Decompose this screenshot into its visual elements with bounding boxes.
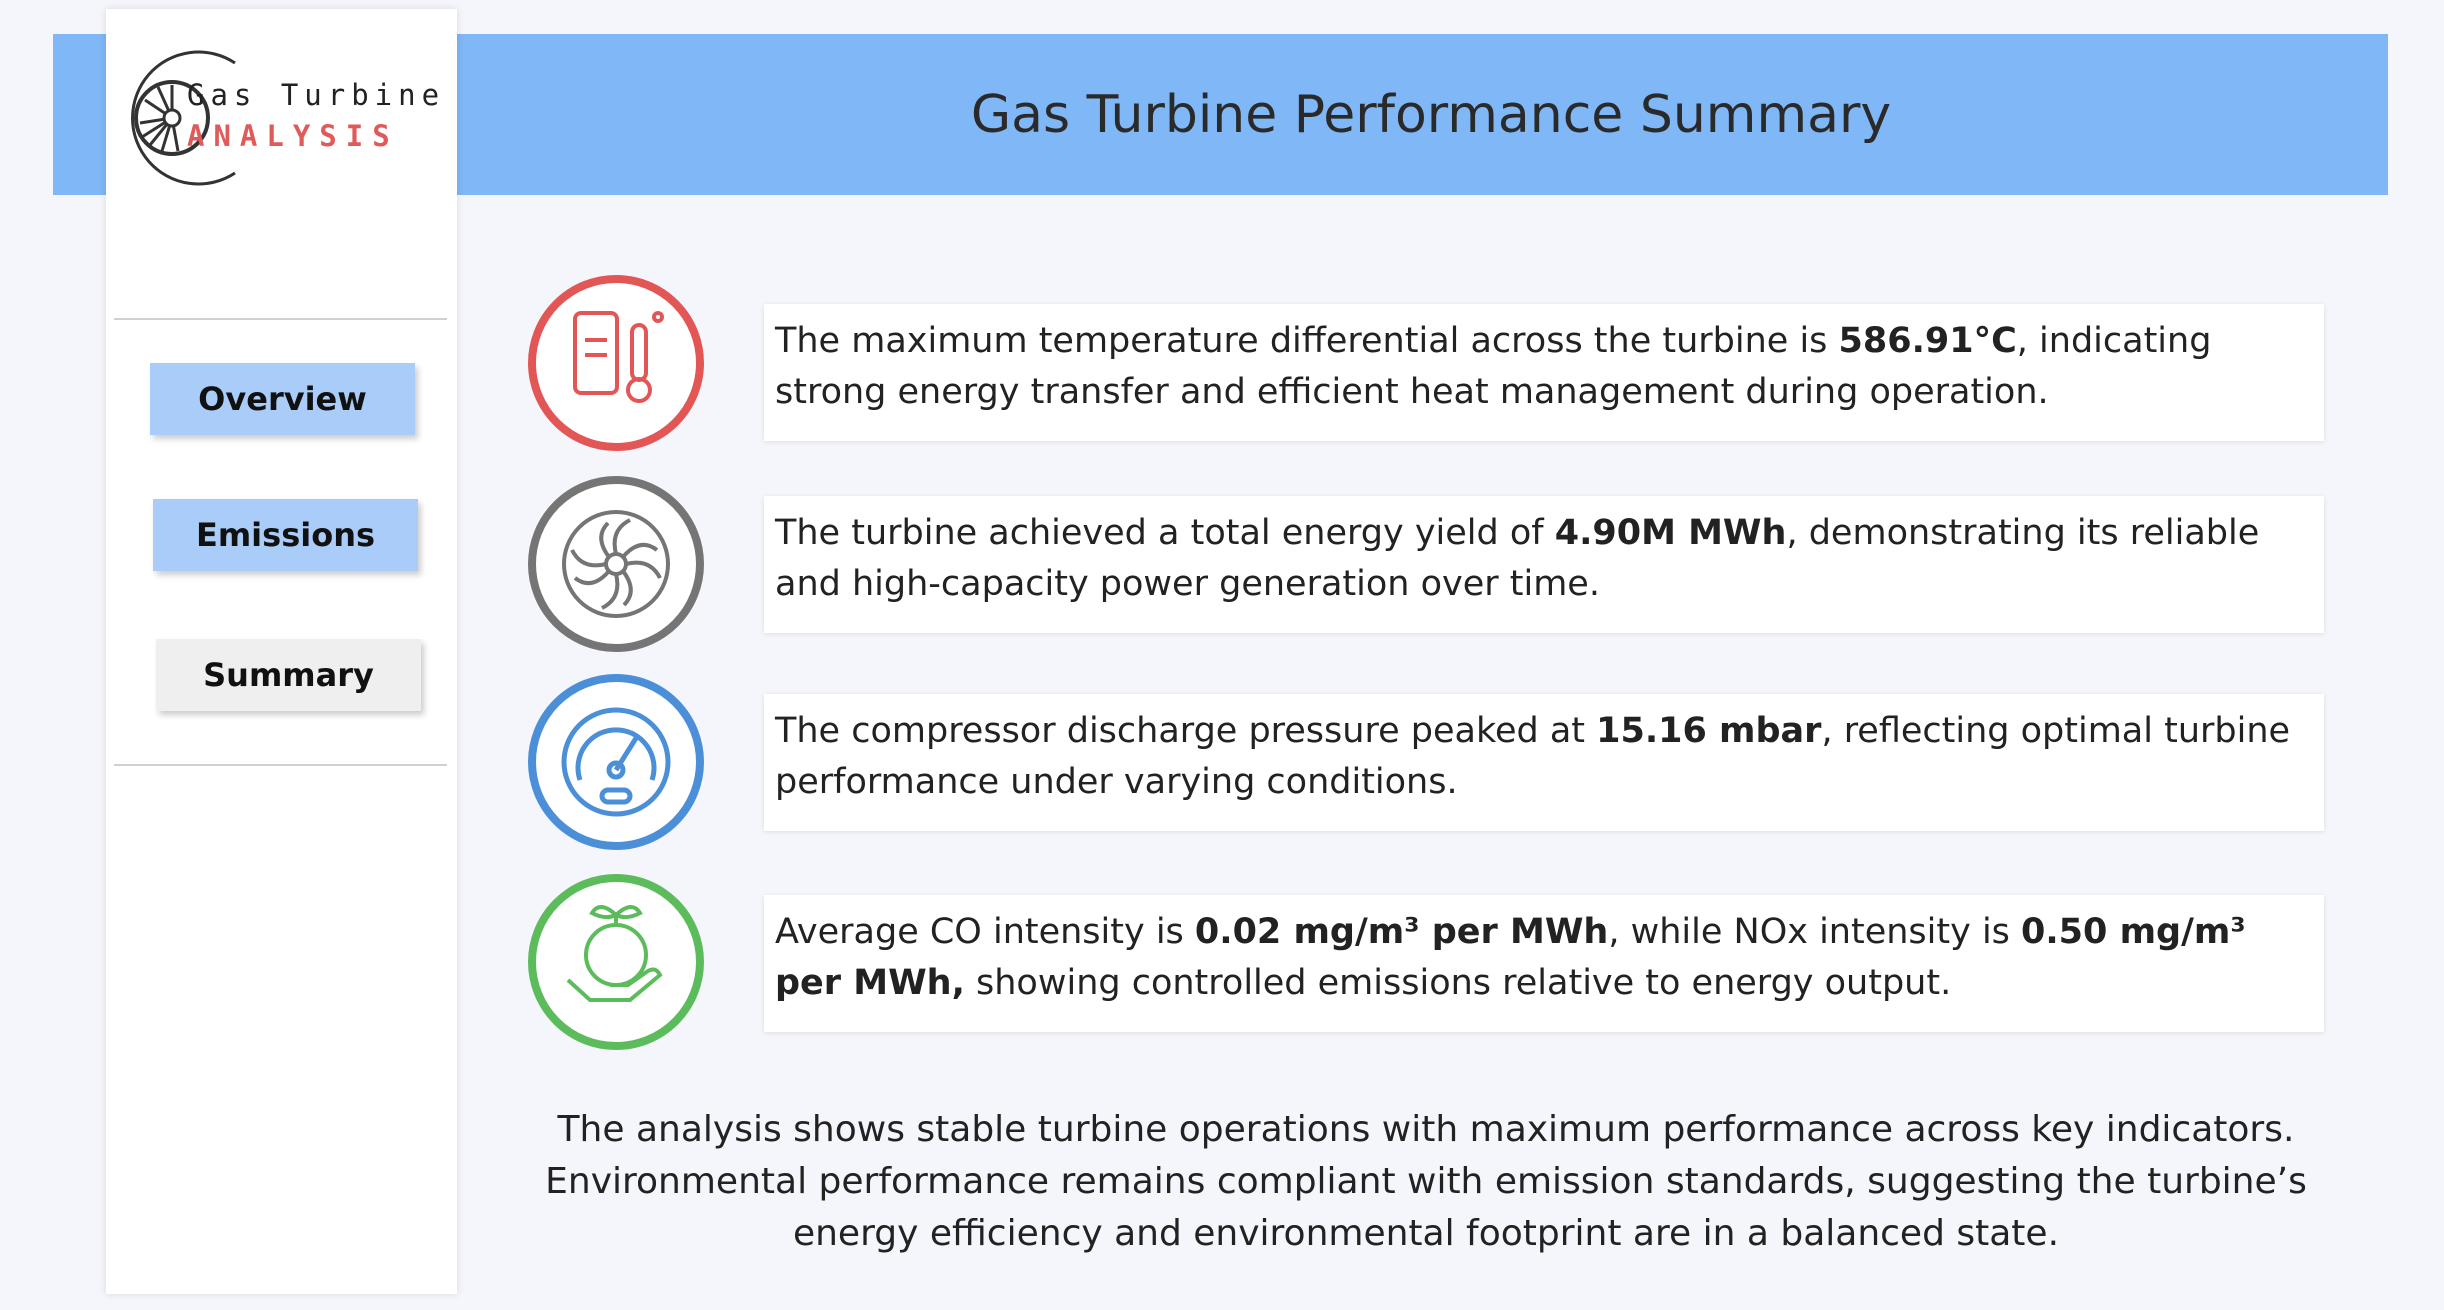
nav-button[interactable]: Emissions [153,499,418,571]
card-icons [528,275,704,1050]
card-text-part: , indicating strong energy transfer and … [775,321,2212,412]
gauge-icon [561,707,671,817]
card-highlight: 15.16 mbar [1596,711,1822,751]
logo-text: Gas Turbine [187,78,446,112]
icon-ring [528,874,704,1050]
insight-card: The maximum temperature differential acr… [764,304,2324,441]
card-text: Average CO intensity is 0.02 mg/m³ per M… [775,907,2304,1009]
icon-ring [528,476,704,652]
insight-card: Average CO intensity is 0.02 mg/m³ per M… [764,895,2324,1032]
card-text: The maximum temperature differential acr… [775,316,2304,418]
divider [114,764,447,766]
card-highlight: 4.90M MWh [1554,513,1787,553]
logo-icon [131,50,236,186]
card-text-part: Average CO intensity is [775,912,1195,952]
card-text: The compressor discharge pressure peaked… [775,706,2304,808]
card-text-part: , reflecting optimal turbine performance… [775,711,2291,802]
page-title: Gas Turbine Performance Summary [970,84,1892,145]
summary-text: The analysis shows stable turbine operat… [545,1109,2307,1254]
eco-icon [566,905,663,1002]
turbine-icon [562,510,670,618]
card-highlight: 586.91°C [1838,321,2017,361]
card-text: The turbine achieved a total energy yiel… [775,508,2304,610]
card-highlight: 0.50 mg/m³ per MWh, [775,912,2246,1003]
card-text-part: The maximum temperature differential acr… [775,321,1839,361]
card-highlight: 0.02 mg/m³ per MWh [1194,912,1609,952]
card-text-part: , demonstrating its reliable and high-ca… [775,513,2260,604]
card-text-part: showing controlled emissions relative to… [964,963,1952,1003]
insight-card: The turbine achieved a total energy yiel… [764,496,2324,633]
divider [114,318,447,320]
thermo-icon [573,311,664,403]
logo-subtext: ANALYSIS [187,119,399,153]
nav-button[interactable]: Overview [150,363,415,435]
card-text-part: The turbine achieved a total energy yiel… [775,513,1555,553]
card-text-part: The compressor discharge pressure peaked… [775,711,1597,751]
insight-card: The compressor discharge pressure peaked… [764,694,2324,831]
card-text-part: , while NOx intensity is [1608,912,2022,952]
nav-button[interactable]: Summary [156,639,421,711]
